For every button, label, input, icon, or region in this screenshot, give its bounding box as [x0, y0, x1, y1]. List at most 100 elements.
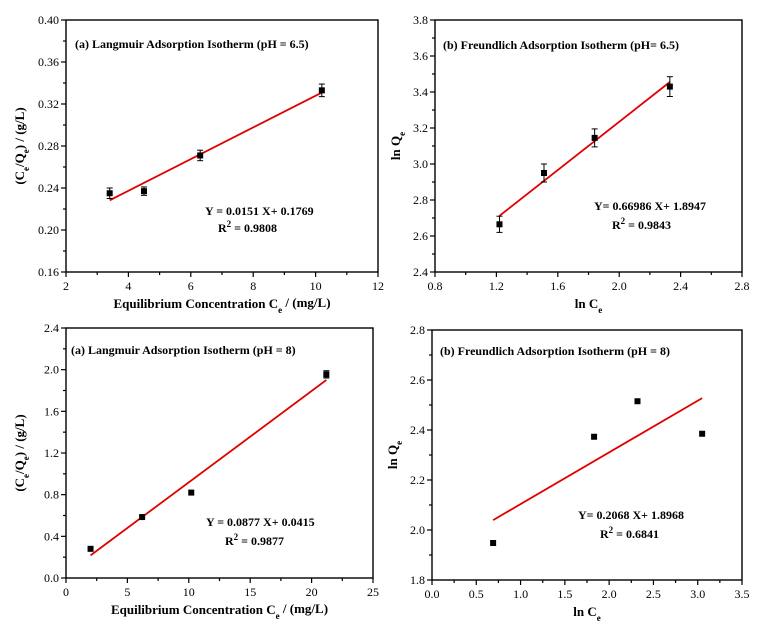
fit-line	[90, 379, 327, 557]
x-tick-label: 3.0	[690, 587, 705, 601]
x-axis-title-subscript: e	[598, 305, 602, 315]
x-tick-label: 15	[244, 585, 256, 599]
r-squared-superscript: 2	[234, 532, 239, 542]
y-tick-label: 3.6	[413, 49, 428, 63]
x-axis-title-suffix: / (mg/L)	[280, 601, 328, 616]
panel-title: (b) Freundlich Adsorption Isotherm (pH= …	[443, 38, 679, 52]
data-point-2	[141, 188, 147, 195]
data-point-4	[699, 430, 706, 437]
fit-line	[109, 91, 323, 202]
r-squared-superscript: 2	[609, 525, 614, 535]
y-axis-title-part: (C	[12, 478, 27, 492]
y-tick-label: 2.8	[410, 323, 425, 337]
y-axis-title-part: (C	[12, 171, 27, 185]
y-axis-title-part: ln Q	[385, 445, 400, 469]
data-point-1	[87, 545, 94, 552]
fit-line	[492, 397, 703, 521]
r-squared-superscript: 2	[227, 219, 232, 229]
data-point-3	[591, 134, 598, 141]
r-squared-value: = 0.9877	[238, 534, 284, 548]
y-axis-title-part: /Q	[12, 153, 27, 168]
y-tick-label: 0.0	[44, 571, 59, 585]
y-tick-label: 0.20	[38, 223, 59, 237]
x-axis-title-subscript: e	[278, 305, 282, 315]
y-axis-title: ln Qe	[385, 441, 404, 469]
y-axis-title-part: ) / (g/L)	[12, 414, 27, 456]
x-tick-label: 4	[125, 279, 131, 293]
r-squared-label: R2 = 0.9808	[218, 219, 277, 235]
x-tick-label: 10	[310, 279, 322, 293]
y-tick-label: 3.4	[413, 85, 428, 99]
x-axis-title-subscript: e	[597, 613, 601, 623]
chart-panel-1: 2 4 6 8 10 12 0.16 0.20 0.24 0.28 0.32 0.36 0.40 Equi…	[12, 13, 384, 315]
data-point-3	[634, 398, 641, 405]
x-tick-label: 2.0	[602, 587, 617, 601]
y-tick-label: 3.0	[413, 157, 428, 171]
x-tick-label: 2	[63, 279, 69, 293]
data-point-2	[139, 514, 146, 521]
y-tick-label: 1.6	[44, 404, 59, 418]
y-axis-title: (Ce/Qe) / (g/L)	[12, 414, 31, 491]
x-tick-label: 0.8	[428, 279, 443, 293]
y-tick-label: 0.4	[44, 529, 59, 543]
x-axis-title-main: Equilibrium Concentration C	[111, 602, 276, 617]
r-squared-symbol: R	[600, 527, 609, 541]
data-point-3	[197, 152, 204, 159]
y-tick-label: 3.2	[413, 121, 428, 135]
y-tick-label: 0.16	[38, 265, 59, 279]
r-squared-superscript: 2	[621, 216, 626, 226]
y-tick-label: 0.28	[38, 139, 59, 153]
data-point-2	[540, 170, 547, 176]
r-squared-symbol: R	[218, 221, 227, 235]
y-tick-label: 2.4	[44, 321, 59, 335]
r-squared-value: = 0.9808	[231, 221, 277, 235]
data-point-1	[490, 540, 497, 546]
data-point-4	[666, 83, 673, 90]
data-point-1	[496, 221, 503, 228]
data-point-4	[318, 87, 325, 94]
x-tick-label: 3.5	[735, 587, 750, 601]
y-axis-title-part: e	[394, 441, 404, 445]
chart-panel-3: 0 5 10 15 20 25 0.0 0.4 0.8 1.2 1.6 2.0 2.4 Equilibri…	[12, 321, 379, 621]
x-tick-label: 8	[250, 279, 256, 293]
x-tick-label: 10	[183, 585, 195, 599]
x-tick-label: 1.5	[557, 587, 572, 601]
x-tick-label: 0.0	[425, 587, 440, 601]
x-axis-title: Equilibrium Concentration Ce / (mg/L)	[113, 295, 330, 315]
x-axis-title: Equilibrium Concentration Ce / (mg/L)	[111, 601, 328, 621]
y-tick-label: 0.24	[38, 181, 59, 195]
y-axis-title-part: ) / (g/L)	[12, 107, 27, 149]
fit-equation: Y= 0.2068 X+ 1.8968	[578, 508, 684, 522]
plot-frame	[431, 329, 743, 581]
r-squared-symbol: R	[225, 534, 234, 548]
y-axis-title: ln Qe	[388, 132, 407, 160]
y-tick-label: 2.4	[413, 265, 428, 279]
data-point-2	[591, 433, 598, 440]
x-tick-label: 2.8	[735, 279, 750, 293]
panel-title: (b) Freundlich Adsorption Isotherm (pH =…	[440, 344, 670, 358]
y-tick-label: 2.0	[44, 363, 59, 377]
y-axis-title-part: e	[21, 167, 31, 171]
fit-equation: Y = 0.0877 X+ 0.0415	[206, 515, 315, 529]
y-axis-title-part: ln Q	[388, 136, 403, 160]
y-tick-label: 1.8	[410, 573, 425, 587]
y-tick-label: 2.0	[410, 523, 425, 537]
y-axis-title: (Ce/Qe) / (g/L)	[12, 107, 31, 184]
x-axis-title: ln Ce	[575, 296, 602, 315]
data-point-1	[106, 190, 113, 197]
data-point-4	[323, 371, 330, 378]
x-tick-label: 2.5	[646, 587, 661, 601]
r-squared-label: R2 = 0.6841	[600, 525, 659, 541]
x-tick-label: 12	[372, 279, 384, 293]
x-tick-label: 0	[63, 585, 69, 599]
x-tick-label: 20	[306, 585, 318, 599]
x-tick-label: 2.4	[673, 279, 688, 293]
x-tick-label: 2.0	[612, 279, 627, 293]
x-tick-label: 25	[367, 585, 379, 599]
fit-equation: Y= 0.66986 X+ 1.8947	[594, 199, 706, 213]
r-squared-symbol: R	[612, 218, 621, 232]
panel-title: (a) Langmuir Adsorption Isotherm (pH = 8…	[71, 343, 296, 357]
y-tick-label: 3.8	[413, 13, 428, 27]
y-tick-label: 0.36	[38, 55, 59, 69]
